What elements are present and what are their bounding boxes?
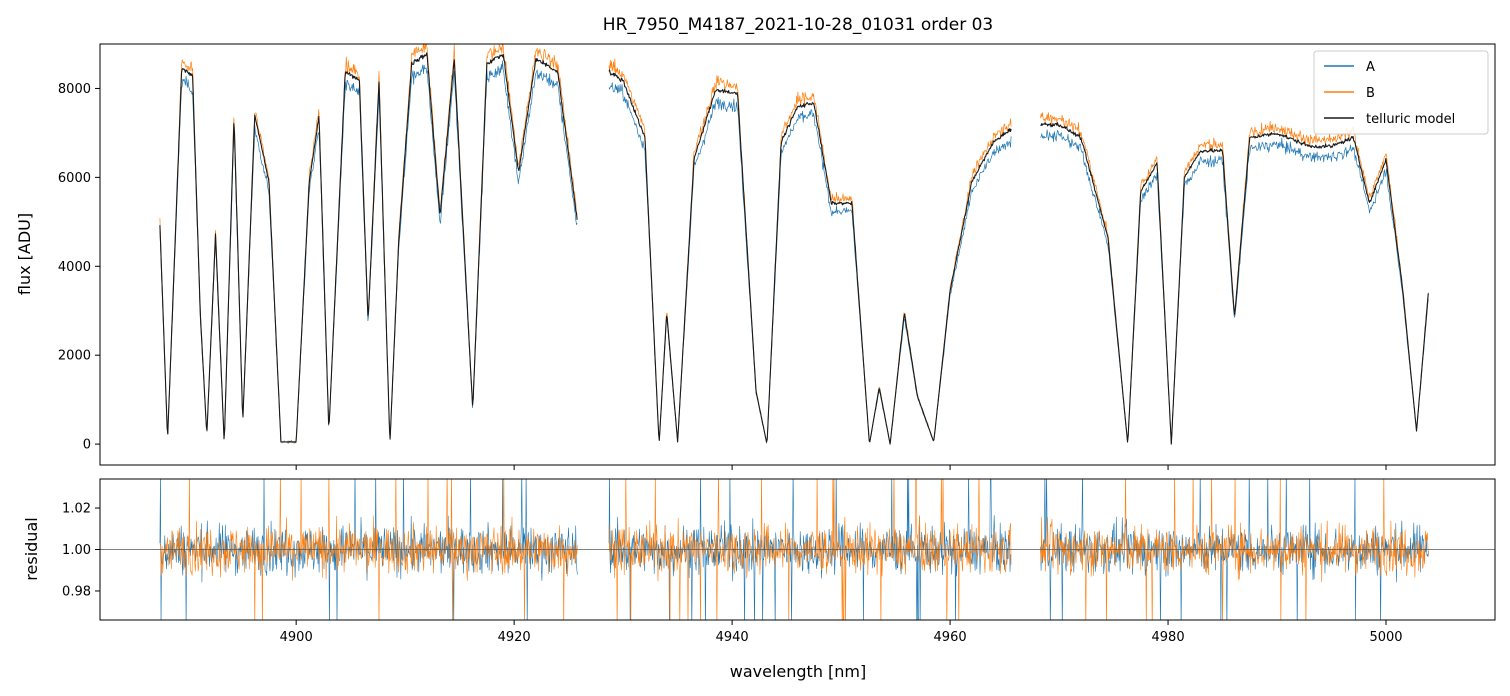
flux-panel: 0 2000 4000 6000 8000 flux [ADU] A B telluri… <box>15 43 1496 470</box>
residual-ytick-label: 1.02 <box>62 502 91 517</box>
flux-axes-frame <box>99 43 1496 466</box>
residual-line-b-seg-2 <box>1040 479 1429 620</box>
flux-ytick-label: 2000 <box>58 349 91 364</box>
flux-y-axis-label: flux [ADU] <box>15 213 34 295</box>
residual-xtick-label: 4980 <box>1152 630 1185 645</box>
residual-ytick-label: 0.98 <box>62 584 91 599</box>
legend: A B telluric model <box>1313 50 1489 135</box>
legend-label-b: B <box>1366 86 1375 101</box>
flux-ytick-label: 6000 <box>58 171 91 186</box>
flux-line-a-seg-2 <box>1040 129 1429 445</box>
x-axis-label: wavelength [nm] <box>730 662 867 681</box>
residual-series-group <box>100 479 1495 620</box>
residual-line-b-seg-0 <box>159 479 578 620</box>
flux-series-telluric-model <box>159 52 1429 445</box>
flux-ytick-label: 0 <box>83 438 91 453</box>
chart-title: HR_7950_M4187_2021-10-28_01031 order 03 <box>603 15 993 35</box>
flux-ytick-label: 4000 <box>58 260 91 275</box>
flux-line-telluric-model-seg-1 <box>608 69 1012 445</box>
residual-panel: 0.98 1.00 1.02 4900 4920 4940 4960 4980 5000 res… <box>22 478 1496 681</box>
residual-xtick-label: 4960 <box>934 630 967 645</box>
residual-xtick-label: 4920 <box>498 630 531 645</box>
legend-box <box>1313 50 1489 135</box>
legend-label-telluric: telluric model <box>1366 112 1455 127</box>
flux-ytick-label: 8000 <box>58 82 91 97</box>
flux-line-telluric-model-seg-2 <box>1040 122 1429 445</box>
flux-line-telluric-model-seg-0 <box>159 52 578 443</box>
residual-y-axis-label: residual <box>22 517 41 580</box>
residual-xtick-label: 5000 <box>1369 630 1402 645</box>
residual-axis-ticks: 0.98 1.00 1.02 4900 4920 4940 4960 4980 5000 <box>62 502 1403 645</box>
residual-xtick-label: 4900 <box>280 630 313 645</box>
residual-ytick-label: 1.00 <box>62 543 91 558</box>
flux-series-group <box>159 44 1429 445</box>
flux-axis-ticks: 0 2000 4000 6000 8000 <box>58 82 1387 470</box>
residual-xtick-label: 4940 <box>716 630 749 645</box>
legend-label-a: A <box>1366 60 1375 75</box>
